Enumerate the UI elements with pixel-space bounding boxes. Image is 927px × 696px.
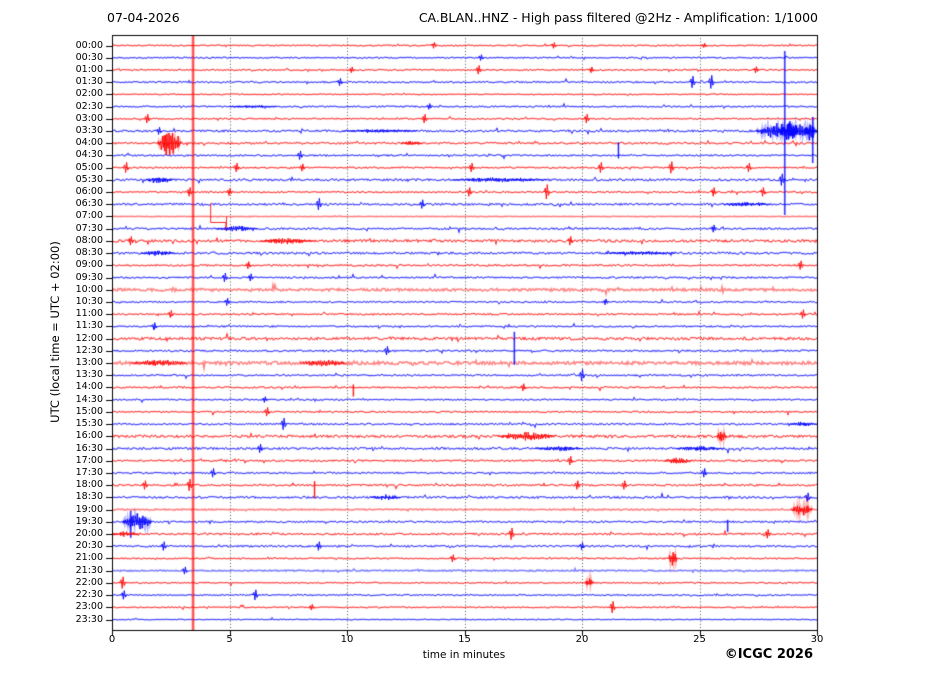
- y-tick-label: 17:30: [75, 466, 103, 478]
- y-tick-label: 16:00: [75, 430, 103, 442]
- y-tick-label: 08:30: [75, 247, 103, 259]
- x-tick-label: 15: [458, 634, 471, 645]
- y-tick-label: 12:30: [75, 344, 103, 356]
- y-tick-label: 20:30: [75, 540, 103, 552]
- y-tick-label: 16:30: [75, 442, 103, 454]
- y-tick-label: 07:30: [75, 222, 103, 234]
- y-tick-label: 12:00: [75, 332, 103, 344]
- x-tick-label: 20: [575, 634, 589, 645]
- y-tick-label: 18:30: [75, 491, 103, 503]
- y-tick-label: 06:00: [75, 186, 103, 198]
- y-tick-label: 01:30: [75, 76, 103, 88]
- x-tick-label: 0: [108, 634, 116, 645]
- y-tick-label: 22:30: [75, 589, 103, 601]
- y-tick-label: 13:00: [75, 357, 103, 369]
- y-tick-label: 17:00: [75, 454, 103, 466]
- y-tick-label: 14:30: [75, 393, 103, 405]
- y-tick-label: 05:30: [75, 173, 103, 185]
- y-tick-label: 10:30: [75, 295, 103, 307]
- y-tick-label: 09:30: [75, 271, 103, 283]
- y-tick-label: 01:00: [75, 63, 103, 75]
- y-tick-label: 19:30: [75, 515, 103, 527]
- y-tick-label: 08:00: [75, 234, 103, 246]
- y-tick-label: 03:00: [75, 112, 103, 124]
- x-tick-label: 10: [340, 634, 354, 645]
- y-tick-label: 21:00: [75, 552, 103, 564]
- y-tick-label: 11:30: [75, 320, 103, 332]
- y-tick-label: 02:30: [75, 100, 103, 112]
- y-tick-label: 02:00: [75, 88, 103, 100]
- y-tick-label: 13:30: [75, 369, 103, 381]
- y-tick-label: 09:00: [75, 259, 103, 271]
- y-tick-label: 22:00: [75, 576, 103, 588]
- y-tick-label: 10:00: [75, 283, 103, 295]
- date-label: 07-04-2026: [107, 10, 180, 25]
- y-tick-label: 23:00: [75, 601, 103, 613]
- y-tick-label: 18:00: [75, 479, 103, 491]
- y-tick-label: 14:00: [75, 381, 103, 393]
- copyright-label: ©ICGC 2026: [724, 647, 813, 662]
- y-tick-label: 05:00: [75, 161, 103, 173]
- x-tick-label: 25: [693, 634, 706, 645]
- y-tick-label: 11:00: [75, 308, 103, 320]
- y-tick-label: 07:00: [75, 210, 103, 222]
- y-tick-label: 00:30: [75, 51, 103, 63]
- y-tick-label: 06:30: [75, 198, 103, 210]
- chart-title: CA.BLAN..HNZ - High pass filtered @2Hz -…: [418, 10, 818, 25]
- y-tick-label: 00:00: [75, 39, 103, 51]
- y-tick-label: 03:30: [75, 124, 103, 136]
- y-tick-label: 21:30: [75, 564, 103, 576]
- x-tick-label: 5: [226, 634, 233, 645]
- y-tick-label: 23:30: [75, 613, 103, 625]
- y-tick-label: 15:00: [75, 405, 103, 417]
- y-tick-label: 04:30: [75, 149, 103, 161]
- y-tick-label: 19:00: [75, 503, 103, 515]
- y-tick-label: 04:00: [75, 137, 103, 149]
- x-axis-label: time in minutes: [422, 649, 506, 661]
- y-tick-label: 20:00: [75, 528, 103, 539]
- y-tick-label: 15:30: [75, 418, 103, 430]
- x-tick-label: 30: [810, 634, 824, 645]
